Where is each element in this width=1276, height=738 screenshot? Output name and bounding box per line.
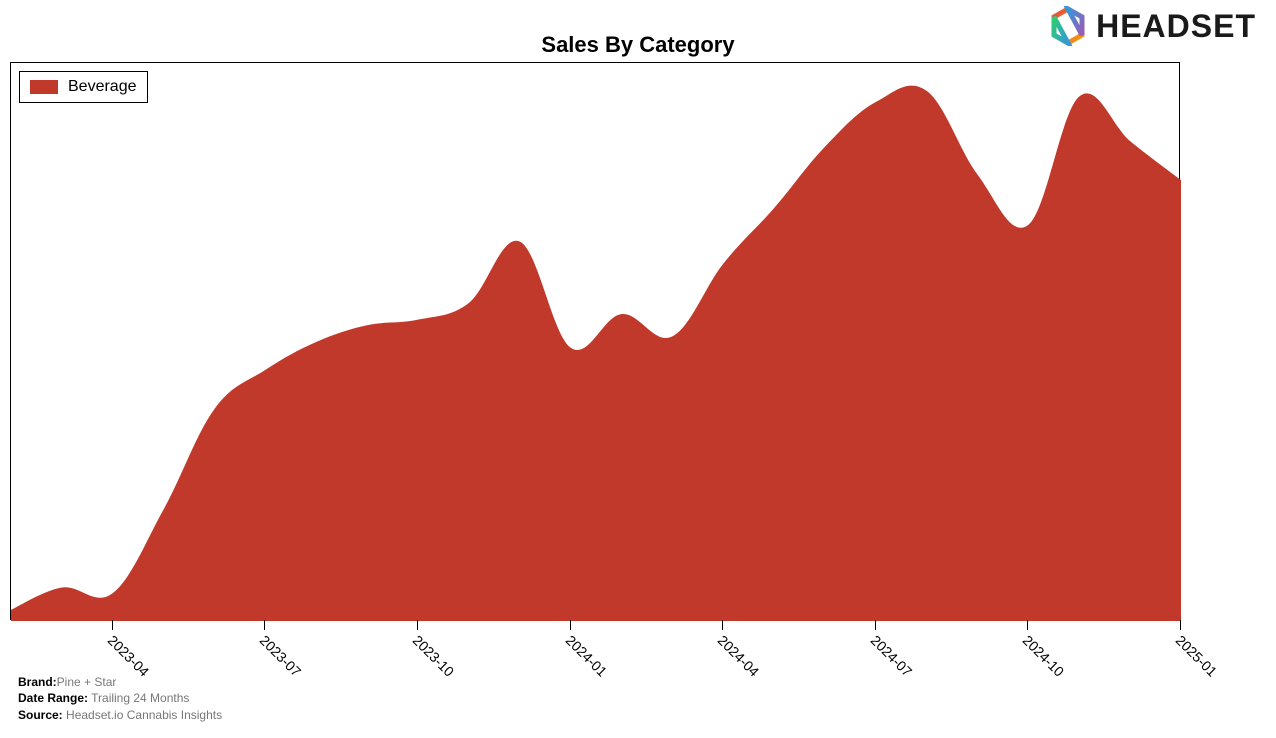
x-tick-label: 2025-01 (1173, 632, 1221, 680)
chart-legend: Beverage (19, 71, 148, 103)
footer-source-value: Headset.io Cannabis Insights (63, 708, 222, 722)
x-tick (722, 620, 723, 630)
x-tick (1180, 620, 1181, 630)
headset-icon (1048, 6, 1088, 46)
chart-plot-area: Beverage (10, 62, 1180, 620)
x-tick-label: 2024-10 (1020, 632, 1068, 680)
footer-date-row: Date Range: Trailing 24 Months (18, 690, 222, 707)
x-tick (570, 620, 571, 630)
x-tick-label: 2023-07 (257, 632, 305, 680)
x-tick-label: 2023-04 (104, 632, 152, 680)
footer-brand-label: Brand: (18, 675, 57, 689)
x-tick-label: 2024-01 (562, 632, 610, 680)
x-tick (264, 620, 265, 630)
footer-date-value: Trailing 24 Months (88, 691, 189, 705)
legend-swatch (30, 80, 58, 94)
footer-brand-row: Brand:Pine + Star (18, 674, 222, 691)
footer-brand-value: Pine + Star (57, 675, 117, 689)
chart-footer: Brand:Pine + Star Date Range: Trailing 2… (18, 674, 222, 724)
footer-source-label: Source: (18, 708, 63, 722)
logo-text: HEADSET (1096, 8, 1256, 45)
x-tick-label: 2024-07 (867, 632, 915, 680)
footer-source-row: Source: Headset.io Cannabis Insights (18, 707, 222, 724)
x-tick (1027, 620, 1028, 630)
brand-logo: HEADSET (1048, 6, 1256, 46)
x-tick-label: 2023-10 (410, 632, 458, 680)
x-tick (417, 620, 418, 630)
x-tick (112, 620, 113, 630)
area-chart (11, 63, 1181, 621)
x-tick (875, 620, 876, 630)
x-tick-label: 2024-04 (715, 632, 763, 680)
legend-label: Beverage (68, 78, 137, 96)
footer-date-label: Date Range: (18, 691, 88, 705)
